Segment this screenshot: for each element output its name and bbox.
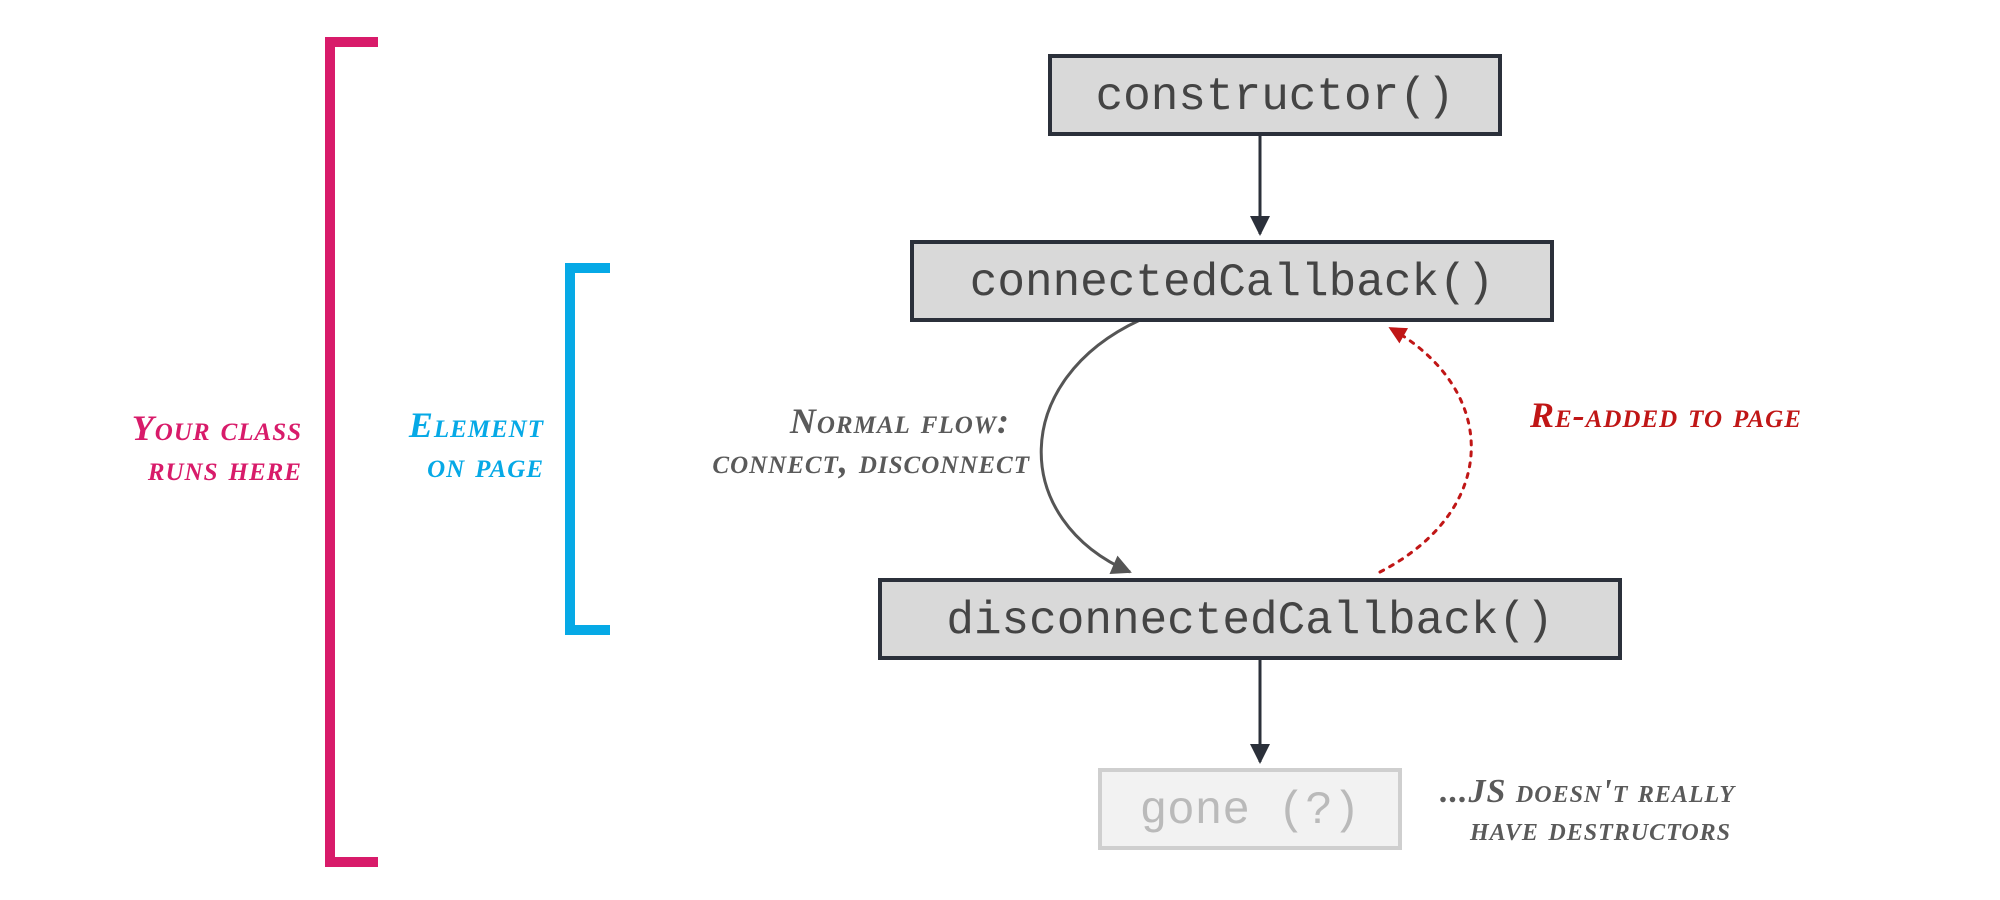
node-connected-label: connectedCallback() (970, 257, 1495, 309)
node-gone: gone (?) (1100, 770, 1400, 848)
label-normal-flow-line1: Normal flow: (789, 401, 1010, 441)
arrow-normal-flow (1041, 320, 1140, 572)
node-gone-label: gone (?) (1140, 785, 1361, 837)
label-js-destructors-line2: have destructors (1469, 811, 1731, 848)
label-your-class-line1: Your class (132, 408, 302, 448)
label-element-line2: on page (427, 445, 544, 485)
label-js-destructors-line1: ...JS doesn't really (1440, 773, 1736, 810)
node-disconnected-label: disconnectedCallback() (946, 595, 1553, 647)
node-constructor: constructor() (1050, 56, 1500, 134)
label-your-class-line2: runs here (147, 448, 302, 488)
label-element-line1: Element (408, 405, 545, 445)
label-normal-flow-line2: connect, disconnect (712, 441, 1030, 481)
bracket-element-on-page (570, 268, 610, 630)
node-constructor-label: constructor() (1096, 71, 1455, 123)
bracket-your-class (330, 42, 378, 862)
label-readded: Re-added to page (1529, 395, 1802, 435)
node-connected-callback: connectedCallback() (912, 242, 1552, 320)
arrow-readded (1380, 328, 1471, 572)
node-disconnected-callback: disconnectedCallback() (880, 580, 1620, 658)
